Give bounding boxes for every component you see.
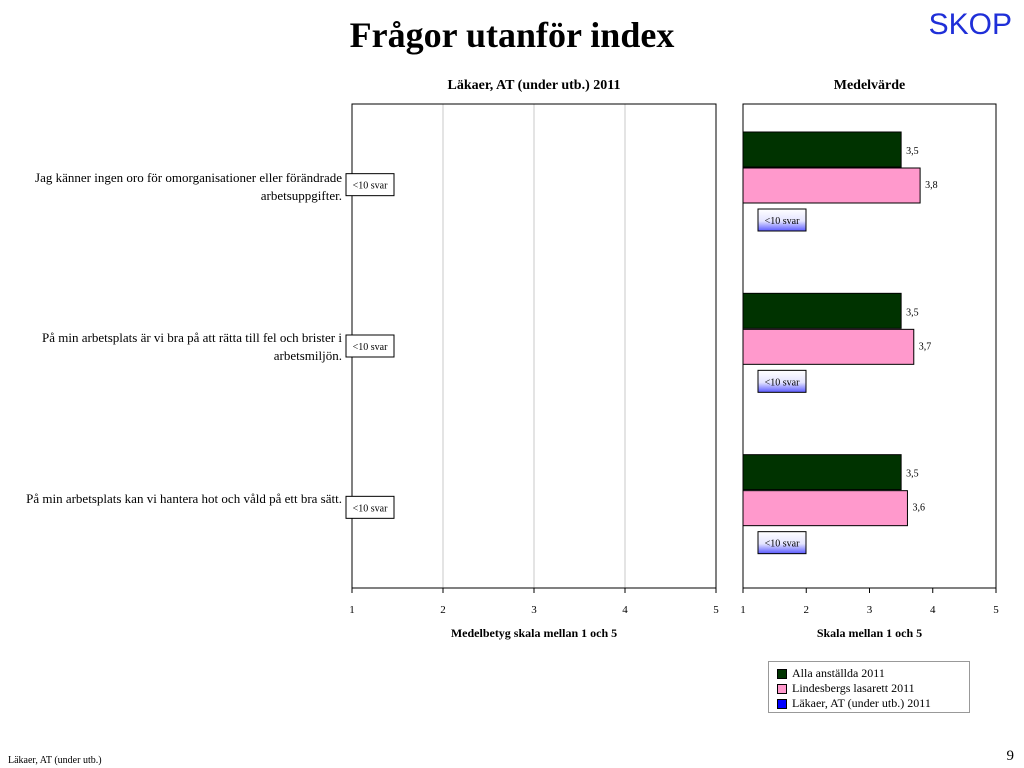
bar-lindesberg [742, 490, 908, 527]
footer-text: Läkaer, AT (under utb.) [8, 755, 102, 766]
left-tick-label: 1 [349, 604, 355, 616]
no-data-label-lakaer-box [757, 369, 807, 393]
right-x-axis-label: Skala mellan 1 och 5 [816, 626, 923, 640]
bar-alla [742, 292, 902, 329]
left-tick-label: 3 [531, 604, 537, 616]
right-chart-title: Medelvärde [833, 78, 906, 93]
data-label-alla: 3,5 [906, 307, 919, 318]
page-number: 9 [1006, 748, 1015, 764]
data-label-alla: 3,5 [906, 469, 919, 480]
data-label-alla: 3,5 [906, 146, 919, 157]
left-no-data-label: <10 svar [353, 181, 388, 192]
legend-swatch-lindesberg [777, 684, 787, 694]
legend-swatch-alla [777, 669, 787, 679]
left-no-data-label-box [345, 495, 395, 519]
left-plot-frame [351, 103, 717, 589]
right-tick-label: 5 [993, 604, 999, 616]
bar-alla [742, 454, 902, 491]
right-tick-label: 3 [867, 604, 873, 616]
skop-logo: SKOP [928, 8, 1012, 41]
right-tick-label: 4 [930, 604, 936, 616]
left-tick-label: 2 [440, 604, 446, 616]
question-2: På min arbetsplats är vi bra på att rätt… [42, 330, 342, 363]
left-tick-label: 5 [713, 604, 719, 616]
chart-legend: Alla anställda 2011 Lindesbergs lasarett… [768, 661, 970, 713]
no-data-label-lakaer: <10 svar [765, 377, 800, 388]
legend-label-lindesberg: Lindesbergs lasarett 2011 [792, 681, 915, 695]
legend-swatch-lakaer [777, 699, 787, 709]
right-plot-frame [742, 103, 997, 589]
no-data-label-lakaer-box [757, 208, 807, 232]
bar-lindesberg [742, 328, 915, 365]
data-label-lindesberg: 3,7 [919, 341, 932, 352]
question-1: Jag känner ingen oro för omorganisatione… [35, 170, 342, 203]
no-data-label-lakaer: <10 svar [765, 216, 800, 227]
left-chart-title: Läkaer, AT (under utb.) 2011 [447, 78, 621, 93]
legend-label-alla: Alla anställda 2011 [792, 666, 885, 680]
no-data-label-lakaer-box [757, 531, 807, 555]
data-label-lindesberg: 3,8 [925, 180, 938, 191]
bar-lindesberg [742, 167, 921, 204]
left-no-data-label-box [345, 173, 395, 197]
left-no-data-label: <10 svar [353, 342, 388, 353]
question-3: På min arbetsplats kan vi hantera hot oc… [26, 491, 342, 506]
left-no-data-label-box [345, 334, 395, 358]
left-tick-label: 4 [622, 604, 628, 616]
right-tick-label: 2 [804, 604, 810, 616]
left-x-axis-label: Medelbetyg skala mellan 1 och 5 [450, 626, 618, 640]
slide-title: Frågor utanför index [349, 15, 675, 55]
left-no-data-label: <10 svar [353, 503, 388, 514]
no-data-label-lakaer: <10 svar [765, 539, 800, 550]
right-tick-label: 1 [740, 604, 746, 616]
legend-label-lakaer: Läkaer, AT (under utb.) 2011 [792, 696, 931, 710]
bar-alla [742, 131, 902, 168]
data-label-lindesberg: 3,6 [912, 503, 925, 514]
